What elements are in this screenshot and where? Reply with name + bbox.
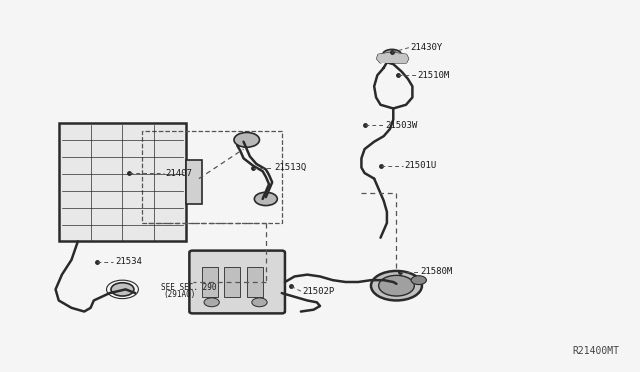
- Circle shape: [411, 276, 426, 285]
- FancyBboxPatch shape: [189, 251, 285, 313]
- FancyBboxPatch shape: [186, 160, 202, 205]
- FancyBboxPatch shape: [246, 267, 262, 297]
- Circle shape: [252, 298, 267, 307]
- FancyBboxPatch shape: [59, 123, 186, 241]
- Text: 21510M: 21510M: [417, 71, 450, 80]
- Text: 21534: 21534: [115, 257, 141, 266]
- Text: 21501U: 21501U: [404, 161, 437, 170]
- Circle shape: [204, 298, 220, 307]
- Circle shape: [379, 275, 414, 296]
- Text: SEE SEC. 290: SEE SEC. 290: [161, 283, 216, 292]
- Text: 21502P: 21502P: [303, 287, 335, 296]
- Text: R21400MT: R21400MT: [573, 346, 620, 356]
- Text: 21407: 21407: [166, 169, 193, 177]
- Circle shape: [383, 49, 401, 61]
- Text: 21503W: 21503W: [386, 121, 418, 129]
- FancyBboxPatch shape: [202, 267, 218, 297]
- Circle shape: [254, 192, 277, 206]
- Polygon shape: [378, 53, 408, 62]
- Text: 21580M: 21580M: [420, 267, 453, 276]
- Text: 21430Y: 21430Y: [410, 43, 443, 52]
- Circle shape: [371, 271, 422, 301]
- Circle shape: [234, 132, 259, 147]
- FancyBboxPatch shape: [225, 267, 241, 297]
- Text: (291A0): (291A0): [163, 291, 196, 299]
- Text: 21513Q: 21513Q: [274, 163, 307, 172]
- Circle shape: [111, 283, 134, 296]
